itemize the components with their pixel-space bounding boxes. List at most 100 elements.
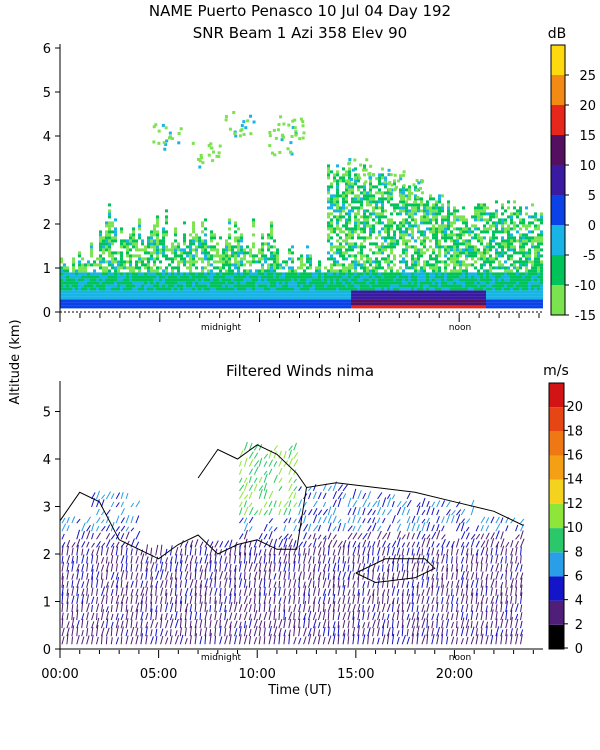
snr-cell — [534, 239, 537, 243]
snr-cell — [189, 293, 192, 297]
snr-cell — [252, 242, 255, 246]
snr-cell — [411, 209, 414, 213]
snr-cell — [63, 281, 66, 285]
snr-cell — [378, 299, 381, 303]
snr-cell — [348, 248, 351, 252]
snr-cell — [489, 260, 492, 264]
snr-cell — [510, 245, 513, 249]
snr-cell — [90, 275, 93, 279]
wind-barb — [332, 626, 336, 637]
wind-barb — [303, 540, 307, 548]
snr-cell — [312, 299, 315, 303]
snr-cell — [135, 281, 138, 285]
snr-cell — [192, 305, 195, 309]
snr-cell — [504, 239, 507, 243]
snr-cell — [429, 245, 432, 249]
snr-ytick-label: 2 — [43, 218, 51, 233]
snr-cell — [336, 290, 339, 294]
snr-cell — [405, 254, 408, 258]
snr-cell — [114, 272, 117, 276]
snr-cell — [393, 233, 396, 237]
snr-cell — [288, 293, 291, 297]
snr-cell — [291, 281, 294, 285]
snr-cell — [72, 269, 75, 273]
snr-cell — [177, 141, 181, 145]
snr-cell — [84, 281, 87, 285]
snr-cell — [276, 257, 279, 261]
snr-cell — [375, 269, 378, 273]
snr-cell — [108, 224, 111, 228]
wind-barb — [253, 563, 258, 572]
snr-cell — [480, 254, 483, 258]
snr-cell — [270, 263, 273, 267]
snr-cell — [477, 233, 480, 237]
snr-cell — [471, 287, 474, 291]
snr-cell — [531, 230, 534, 234]
snr-cell — [387, 284, 390, 288]
snr-cell — [471, 263, 474, 267]
snr-cell — [150, 239, 153, 243]
wind-barb — [273, 635, 276, 645]
snr-cell — [342, 302, 345, 306]
snr-cell — [516, 224, 519, 228]
snr-cell — [243, 272, 246, 276]
snr-cell — [537, 227, 540, 231]
wind-barb — [293, 525, 297, 532]
wind-barb — [66, 601, 69, 613]
snr-cell — [321, 293, 324, 297]
snr-cell — [369, 284, 372, 288]
snr-cell — [405, 293, 408, 297]
snr-cell — [183, 278, 186, 282]
snr-cell — [327, 299, 330, 303]
snr-cell — [282, 272, 285, 276]
snr-cell — [111, 287, 114, 291]
snr-cell — [387, 260, 390, 264]
snr-cell — [495, 227, 498, 231]
snr-cell — [360, 227, 363, 231]
snr-cell — [432, 257, 435, 261]
snr-cell — [99, 302, 102, 306]
snr-cell — [60, 284, 63, 288]
snr-cell — [177, 296, 180, 300]
snr-cell — [372, 185, 375, 189]
snr-cell — [123, 266, 126, 270]
snr-cell — [201, 305, 204, 309]
snr-cell — [177, 272, 180, 276]
snr-cell — [174, 284, 177, 288]
snr-cell — [216, 242, 219, 246]
snr-cell — [462, 299, 465, 303]
snr-cell — [228, 257, 231, 261]
snr-cell — [117, 278, 120, 282]
wind-barb — [322, 636, 326, 645]
snr-cell — [333, 296, 336, 300]
snr-cell — [63, 302, 66, 306]
snr-cell — [486, 212, 489, 216]
wind-barb — [332, 562, 337, 572]
snr-cell — [447, 290, 450, 294]
snr-cell — [402, 248, 405, 252]
snr-cell — [117, 260, 120, 264]
snr-cell — [480, 278, 483, 282]
snr-cell — [396, 305, 399, 309]
snr-cell — [351, 305, 354, 309]
snr-cell — [286, 147, 290, 151]
snr-cell — [522, 281, 525, 285]
snr-cell — [396, 281, 399, 285]
snr-cell — [297, 272, 300, 276]
wind-barb — [110, 563, 114, 572]
snr-cell — [483, 284, 486, 288]
snr-cell — [405, 227, 408, 231]
wind-barb — [61, 572, 64, 580]
wind-barb — [179, 596, 183, 604]
snr-cell — [378, 248, 381, 252]
snr-cell — [369, 197, 372, 201]
snr-cell — [498, 290, 501, 294]
wind-barb — [219, 612, 222, 621]
snr-cell — [387, 293, 390, 297]
wind-barb — [342, 484, 348, 492]
snr-cell — [240, 251, 243, 255]
snr-cell — [372, 230, 375, 234]
snr-cell — [477, 287, 480, 291]
snr-cell — [489, 269, 492, 273]
snr-cell — [429, 212, 432, 216]
